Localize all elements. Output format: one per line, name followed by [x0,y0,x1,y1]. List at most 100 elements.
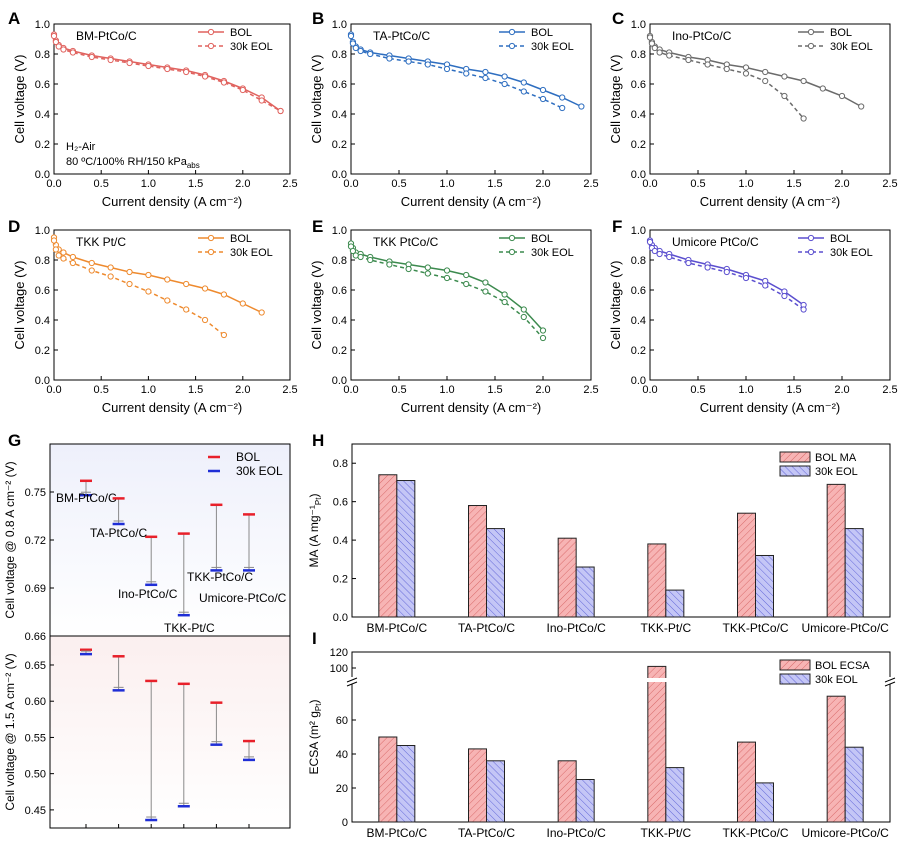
panel-g-top-ytick-label: 0.75 [25,487,46,499]
panel-d-ytick-label: 0.4 [35,315,50,327]
panel-e-legend-label: 30k EOL [531,247,574,259]
panel-b-series-bol-point [520,79,527,86]
panel-b-xtick-label: 0.0 [343,178,358,190]
panel-h-y-axis-label: MA (A mg⁻¹Pt) [307,494,323,568]
panel-e-series-eol-point [482,288,489,295]
panel-d-series-bol-point [145,271,152,279]
panel-c-series-eol-point [666,52,673,59]
panel-b-series-eol-point [463,70,470,77]
panel-g-legend-eol-label: 30k EOL [236,464,283,478]
panel-h-y-axis-label-end: ) [307,494,321,498]
panel-b-series-bol-point [482,68,489,76]
panel-e-series-bol-point [463,271,470,279]
panel-d-series-bol-point [69,253,76,261]
panel-g-category-label: BM-PtCo/C [56,491,117,505]
panel-d-series-eol-point [60,255,67,262]
panel-i-bar-bol [647,665,667,823]
panel-c-series-eol-point [648,40,656,47]
panel-a-ytick-label: 0.8 [35,49,50,61]
panel-c-series-eol-point [742,70,750,77]
panel-h-legend-label-eol: 30k EOL [815,466,858,478]
panel-h-bar-bol [557,537,577,618]
panel-i-category-label: TKK-PtCo/C [722,826,788,840]
ecsa-bar-chart-i: 0 20 40 60 100 120 ECSA (m² gPt) BM-PtCo/C TA-Pt… [307,647,896,840]
panel-a-series-eol-point [55,43,62,50]
panel-a-ytick-label: 0.0 [35,169,50,181]
panel-f-ytick-label: 0.6 [631,285,646,297]
panel-letter-f: F [612,217,622,236]
panel-f-legend-label: 30k EOL [830,247,873,259]
panel-d-xtick-label: 1.0 [141,384,156,396]
panel-h-bar-bol [468,505,487,618]
panel-d-series-bol-point [201,285,209,292]
panel-i-bar-eol [755,782,774,823]
panel-a-ytick-label: 0.4 [35,109,50,121]
panel-b-axes-frame [350,23,592,175]
panel-i-axes-frame [351,651,891,823]
panel-d-series-eol-point [183,306,190,313]
panel-b-series-bol-point [578,103,585,110]
panel-a-series-eol-point [258,97,265,104]
panel-h-legend-label-bol: BOL MA [815,452,857,464]
panel-d-y-axis-label: Cell voltage (V) [12,261,27,350]
polarization-plot-c: 0.0 0.5 1.0 1.5 2.0 2.5 0.0 0.2 0.4 0.6 0.8 1.0 Curr… [608,19,898,209]
panel-b-xtick-label: 2.0 [535,178,550,190]
panel-c-ytick-label: 1.0 [631,19,646,31]
panel-e-series-bol-point [424,264,431,271]
panel-e-series-eol-point [539,334,547,342]
panel-a-annotation-gas: H₂-Air [66,141,96,153]
panel-f-series-eol-point [781,292,788,300]
panel-c-legend-marker [807,28,815,36]
panel-c-ytick-label: 0.2 [631,139,646,151]
panel-b-ytick-label: 0.2 [332,139,347,151]
panel-f-legend-label: BOL [830,233,852,245]
panel-g-bottom-ytick-label: 0.55 [25,732,46,744]
panel-f-series-eol-point [651,247,658,255]
panel-letter-g: G [8,431,21,450]
panel-b-series-bol-point [559,94,566,101]
panel-a-series-eol-point [183,68,190,76]
panel-a-series-eol-point [69,49,76,56]
panel-d-series-bol-point [60,249,67,256]
panel-letter-b: B [312,9,324,28]
panel-e-series-eol-point [424,270,431,277]
panel-a-series-eol-point [52,38,59,46]
panel-c-ytick-label: 0.4 [631,109,646,121]
panel-a-series-eol-point [88,53,95,61]
panel-b-series-bol-point [539,86,547,94]
panel-c-xtick-label: 2.0 [834,178,849,190]
panel-d-series-bol-point [258,309,265,316]
mass-activity-bar-chart-h: 0.0 0.2 0.4 0.6 0.8 MA (A mg⁻¹Pt) BM-PtCo/C TA-… [307,443,891,635]
panel-h-category-label: TA-PtCo/C [458,621,515,635]
panel-h-bar-eol [844,528,864,618]
panel-d-series-eol-point [88,267,95,274]
panel-e-legend-marker [508,234,516,242]
panel-h-ytick-label: 0.4 [333,535,348,547]
panel-i-bar-eol [396,745,416,823]
panel-d-series-bol-point [164,276,171,283]
panel-f-series-eol-line [649,241,805,311]
panel-c-axes-frame [649,23,891,175]
panel-a-xtick-label: 0.5 [94,178,109,190]
panel-h-legend-swatch-bol [779,451,811,463]
panel-b-title: TA-PtCo/C [373,29,430,43]
panel-e-ytick-label: 0.0 [332,375,347,387]
panel-b-series-eol-point [539,95,547,103]
panel-c-legend-label: BOL [830,27,852,39]
panel-d-axes-frame [53,229,291,381]
panel-c-series-bol-point [762,68,769,76]
panel-d-series-eol-point [50,237,58,244]
panel-e-series-eol-point [357,253,364,261]
panel-g-bottom-ytick-label: 0.45 [25,805,46,817]
panel-a-ytick-label: 1.0 [35,19,50,31]
panel-c-series-bol-point [781,73,788,80]
panel-c-xtick-label: 0.0 [642,178,657,190]
panel-e-series-bol-point [539,327,547,334]
panel-d-series-eol-point [126,280,133,288]
polarization-plot-a: 0.0 0.5 1.0 1.5 2.0 2.5 0.0 0.2 0.4 0.6 0.8 1.0 Curr… [12,19,298,209]
panel-d-ytick-label: 0.0 [35,375,50,387]
panel-h-ytick-label: 0.8 [333,458,348,470]
panel-e-series-eol-point [501,298,508,306]
panel-b-xtick-label: 1.5 [487,178,502,190]
panel-d-series-eol-point [107,273,114,280]
